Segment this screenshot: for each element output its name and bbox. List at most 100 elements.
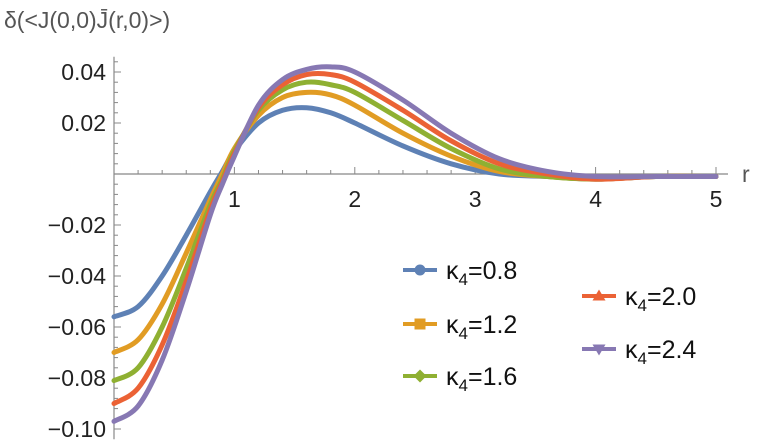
legend: κ4=0.8κ4=1.2κ4=1.6κ4=2.0κ4=2.4 [403,257,696,395]
data-point [184,289,189,294]
legend-item: κ4=1.6 [403,363,517,395]
y-tick-label: −0.10 [48,416,106,442]
data-point [304,72,309,77]
x-axis-title: r [742,161,750,187]
axes: 1 2 3 4 5 0.04 0.02 −0.02 −0.04 −0.06 −0.08 −0.10 [48,56,728,442]
data-point [256,102,261,108]
data-point [159,273,165,279]
data-point [653,174,658,179]
legend-value: =2.0 [647,283,696,311]
data-point [184,233,189,238]
data-point [497,166,502,172]
legend-marker [413,369,427,383]
y-tick-label: −0.04 [48,263,106,289]
x-tick-label: 5 [710,186,723,212]
data-point [448,138,454,144]
data-point [545,169,550,174]
series-layer [111,64,719,424]
data-point [159,301,165,307]
legend-label: κ4=2.4 [625,336,696,368]
data-point [135,403,141,409]
data-point [400,97,406,103]
legend-marker [592,289,606,301]
series-5 [111,64,719,424]
legend-kappa: κ [625,283,638,311]
data-point [208,212,213,217]
legend-label: κ4=1.2 [446,311,517,343]
legend-subscript: 4 [638,296,647,315]
data-point [304,90,309,95]
y-tick-label: −0.08 [48,365,106,391]
data-point [304,105,309,110]
data-point [135,337,141,342]
legend-value: =0.8 [468,257,517,285]
legend-label: κ4=1.6 [446,363,517,395]
legend-kappa: κ [446,257,459,285]
data-point [448,153,454,159]
y-tick-label: −0.02 [48,212,106,238]
data-point [111,378,117,383]
data-point [448,161,454,166]
legend-item: κ4=0.8 [403,257,517,289]
data-point [713,174,719,179]
data-point [328,72,333,77]
data-point [448,131,454,136]
data-point [497,161,502,166]
data-point [135,304,141,309]
data-point [111,419,117,424]
data-point [328,82,333,87]
data-point [400,143,406,149]
data-point [220,182,225,187]
data-point [328,64,333,70]
x-tick-label: 2 [348,186,361,212]
data-point [400,131,406,136]
data-point [159,342,165,348]
data-point [352,69,357,75]
data-point [448,146,454,151]
data-point [400,108,406,113]
legend-subscript: 4 [638,349,647,368]
legend-subscript: 4 [459,376,468,395]
y-tick-label: 0.02 [61,110,106,136]
data-point [304,80,309,85]
legend-label: κ4=2.0 [625,283,696,315]
legend-marker [592,344,606,356]
data-point [280,108,285,113]
data-point [593,174,598,179]
x-tick-label: 3 [469,186,482,212]
legend-item: κ4=1.2 [403,311,517,343]
legend-kappa: κ [446,311,459,339]
legend-label: κ4=0.8 [446,257,517,289]
data-point [497,156,502,161]
data-point [256,120,261,126]
y-axis-title: δ(<J(0,0)J̄(r,0)>) [4,7,170,33]
data-point [304,67,309,72]
legend-value: =1.6 [468,363,517,391]
data-point [159,357,165,363]
legend-marker [414,264,426,276]
legend-kappa: κ [446,363,459,391]
data-point [328,110,333,116]
legend-marker [414,318,426,330]
data-point [400,118,406,123]
data-point [352,102,357,108]
y-tick-label: 0.04 [61,59,106,85]
data-point [352,120,357,126]
x-tick-label: 4 [589,186,602,212]
data-point [232,153,237,159]
legend-item: κ4=2.0 [582,283,696,315]
data-point [328,92,333,98]
data-point [352,90,357,95]
data-point [184,266,189,271]
legend-subscript: 4 [459,324,468,343]
data-point [280,77,285,82]
data-point [111,314,117,319]
data-point [352,80,357,85]
data-point [135,365,141,370]
data-point [184,250,189,256]
data-point [135,386,141,391]
data-point [111,350,117,355]
data-point [280,87,285,93]
legend-value: =2.4 [647,336,696,364]
